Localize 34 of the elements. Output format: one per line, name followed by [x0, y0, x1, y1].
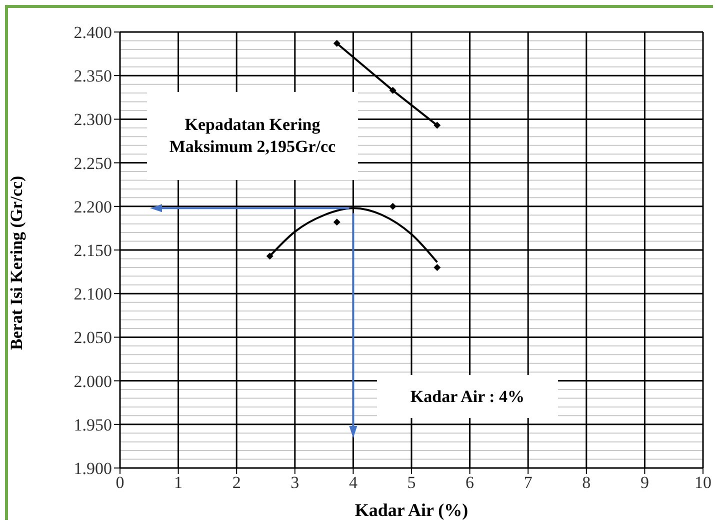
x-tick-label: 9	[640, 473, 649, 492]
y-tick-label: 2.100	[74, 284, 112, 304]
text-box: Kadar Air : 4%	[377, 375, 558, 418]
y-tick-label: 2.200	[74, 197, 112, 216]
point	[266, 252, 274, 260]
point	[434, 122, 441, 129]
y-tick-label: 2.350	[74, 66, 112, 86]
y-tick-label: 2.250	[74, 154, 112, 173]
y-axis-title: Berat Isi Kering (Gr/cc)	[7, 176, 26, 350]
text-box: Kepadatan Kering Maksimum 2,195Gr/cc	[147, 92, 358, 180]
y-tick-label: 2.050	[74, 328, 112, 348]
x-axis-title: Kadar Air (%)	[354, 500, 468, 520]
x-tick-label: 8	[582, 473, 591, 492]
point	[389, 86, 396, 94]
y-tick-label: 1.950	[74, 415, 112, 434]
x-tick-label: 2	[232, 473, 241, 492]
point	[333, 40, 340, 47]
y-tick-label: 2.400	[74, 23, 112, 42]
y-tick-label: 2.000	[74, 372, 112, 391]
point	[333, 218, 340, 226]
x-tick-label: 0	[116, 473, 124, 492]
y-tick-label: 1.900	[74, 459, 112, 478]
x-tick-label: 3	[290, 473, 300, 492]
point	[434, 264, 441, 271]
y-tick-label: 2.300	[74, 110, 112, 130]
x-tick-label: 1	[174, 473, 183, 492]
point	[389, 202, 396, 210]
x-tick-label: 10	[694, 473, 712, 492]
x-tick-label: 5	[407, 473, 416, 492]
x-tick-label: 7	[524, 473, 533, 492]
y-tick-label: 2.150	[74, 241, 112, 260]
x-tick-label: 6	[466, 473, 474, 492]
annotation: Kepadatan Kering Maksimum 2,195Gr/cc	[168, 114, 337, 158]
x-tick-label: 4	[348, 473, 358, 492]
